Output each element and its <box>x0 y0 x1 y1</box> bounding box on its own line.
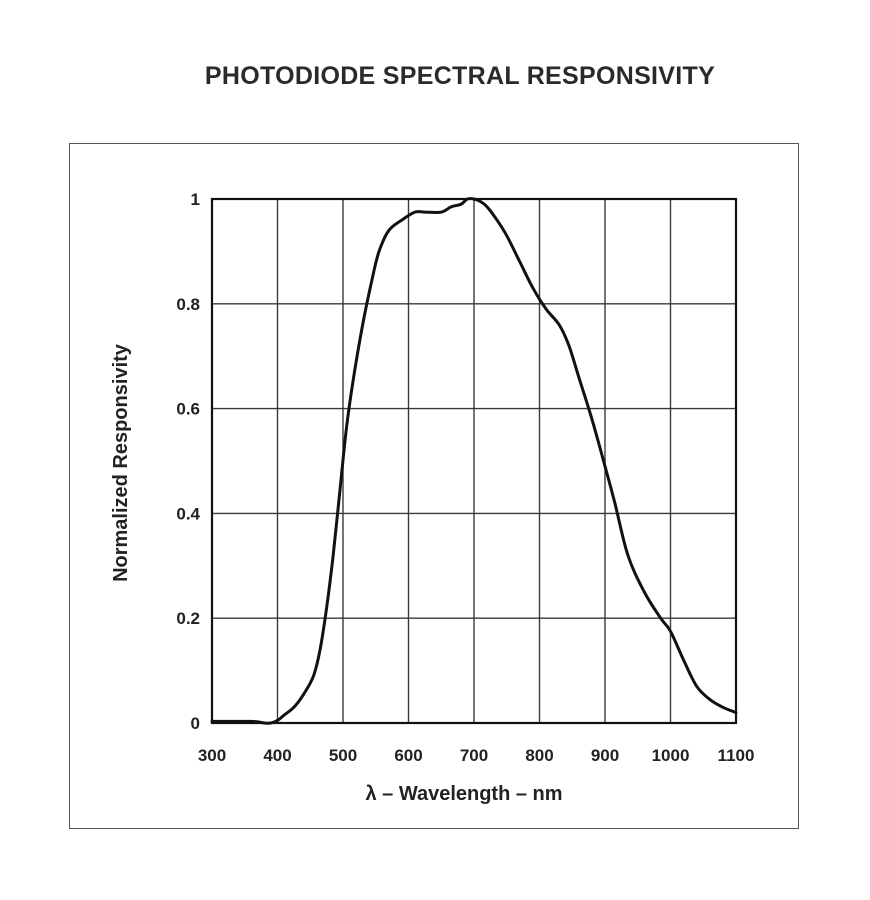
y-tick-label: 0.8 <box>176 295 200 314</box>
x-tick-label: 300 <box>198 746 226 765</box>
y-axis-label: Normalized Responsivity <box>110 343 132 582</box>
x-axis-label: λ – Wavelength – nm <box>365 783 562 805</box>
chart-frame <box>69 143 799 829</box>
x-tick-label: 900 <box>591 746 619 765</box>
x-tick-label: 400 <box>263 746 291 765</box>
y-tick-label: 1 <box>191 190 200 209</box>
x-axis-ticks: 300 400 500 600 700 800 900 1000 1100 <box>198 746 755 765</box>
y-tick-label: 0.2 <box>176 609 200 628</box>
chart-title: PHOTODIODE SPECTRAL RESPONSIVITY <box>204 62 716 90</box>
y-tick-label: 0.6 <box>176 400 200 419</box>
x-tick-label: 1000 <box>652 746 690 765</box>
x-tick-label: 500 <box>329 746 357 765</box>
y-tick-label: 0.4 <box>176 504 200 523</box>
x-tick-label: 600 <box>394 746 422 765</box>
series-layer <box>210 197 738 725</box>
x-tick-label: 800 <box>525 746 553 765</box>
x-tick-label: 1100 <box>718 746 755 765</box>
y-tick-label: 0 <box>191 714 200 733</box>
y-axis-ticks: 0 0.2 0.4 0.6 0.8 1 <box>176 190 200 733</box>
grid <box>210 197 738 725</box>
series-line-responsivity <box>210 197 738 725</box>
x-tick-label: 700 <box>460 746 488 765</box>
